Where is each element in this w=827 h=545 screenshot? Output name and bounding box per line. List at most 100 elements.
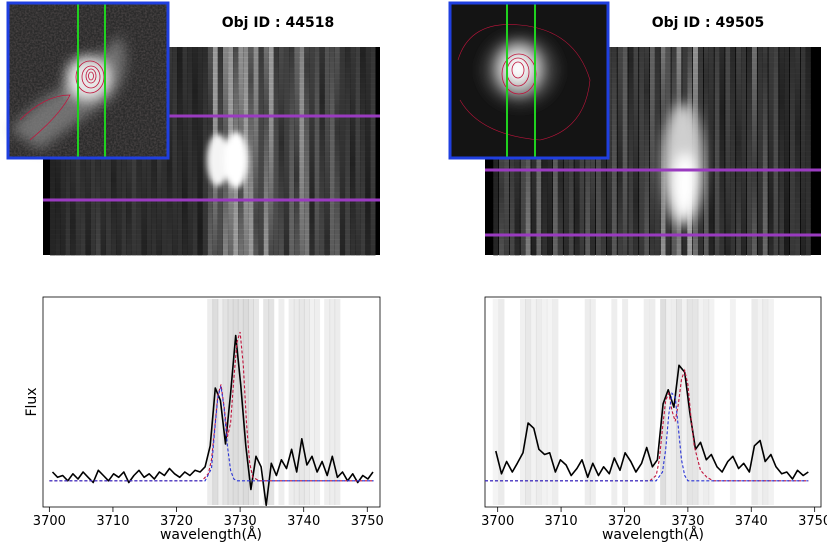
sky-pixel (649, 213, 655, 220)
sky-pixel (187, 187, 193, 194)
sky-pixel (773, 119, 779, 126)
sky-pixel (294, 93, 300, 100)
sky-pixel (628, 99, 634, 105)
sky-pixel (238, 67, 244, 74)
sky-pixel (319, 135, 325, 142)
sky-pixel (585, 249, 591, 256)
sky-pixel (192, 99, 198, 105)
sky-pixel (617, 135, 623, 142)
sky-pixel (639, 239, 645, 246)
sky-pixel (547, 192, 553, 199)
sky-pixel (258, 239, 264, 246)
sky-pixel (284, 67, 290, 74)
sky-pixel (329, 52, 335, 58)
sky-pixel (800, 67, 806, 74)
sky-pixel (289, 151, 295, 157)
sky-pixel (197, 99, 203, 105)
sky-pixel (719, 177, 725, 183)
sky-pixel (309, 239, 315, 246)
sky-pixel (504, 239, 510, 246)
sky-pixel (725, 52, 731, 58)
sky-pixel (654, 83, 660, 90)
sky-pixel (131, 244, 137, 251)
sky-pixel (525, 213, 531, 220)
sky-pixel (789, 187, 795, 194)
sky-pixel (730, 218, 736, 225)
sky-pixel (273, 203, 279, 209)
sky-pixel (202, 151, 208, 157)
sky-pixel (334, 187, 340, 194)
sky-pixel (151, 208, 157, 214)
sky-pixel (644, 249, 650, 256)
sky-pixel (345, 135, 351, 142)
sky-pixel (161, 161, 167, 168)
sky-pixel (595, 249, 601, 256)
sky-pixel (309, 249, 315, 256)
posterior-draw-band (329, 299, 336, 505)
sky-pixel (177, 135, 183, 142)
sky-pixel (350, 244, 356, 251)
sky-pixel (703, 52, 709, 58)
sky-pixel (703, 78, 709, 84)
sky-pixel (80, 223, 86, 230)
sky-pixel (547, 171, 553, 178)
sky-pixel (628, 229, 634, 235)
sky-pixel (172, 234, 178, 240)
sky-pixel (355, 52, 361, 58)
sky-pixel (177, 182, 183, 188)
sky-pixel (294, 135, 300, 142)
sky-pixel (644, 93, 650, 100)
sky-pixel (339, 171, 345, 178)
sky-pixel (202, 177, 208, 183)
sky-pixel (779, 239, 785, 246)
sky-pixel (628, 140, 634, 147)
sky-pixel (345, 125, 351, 131)
sky-pixel (182, 88, 188, 95)
sky-pixel (222, 99, 228, 105)
sky-pixel (136, 208, 142, 214)
sky-pixel (304, 99, 310, 105)
sky-pixel (741, 57, 747, 64)
sky-pixel (773, 177, 779, 183)
sky-pixel (187, 249, 193, 256)
sky-pixel (345, 171, 351, 178)
sky-pixel (172, 73, 178, 79)
sky-pixel (299, 88, 305, 95)
sky-pixel (622, 99, 628, 105)
sky-pixel (708, 234, 714, 240)
sky-pixel (212, 249, 218, 256)
sky-pixel (268, 47, 274, 53)
sky-pixel (531, 187, 537, 194)
sky-pixel (665, 249, 671, 256)
sky-pixel (345, 93, 351, 100)
sky-pixel (314, 119, 320, 126)
sky-pixel (70, 182, 76, 188)
sky-pixel (314, 239, 320, 246)
sky-pixel (355, 47, 361, 53)
sky-pixel (202, 171, 208, 178)
sky-pixel (784, 109, 790, 116)
sky-pixel (177, 125, 183, 131)
sky-pixel (222, 109, 228, 116)
sky-pixel (197, 125, 203, 131)
sky-pixel (730, 249, 736, 256)
sky-pixel (334, 99, 340, 105)
sky-pixel (304, 244, 310, 251)
sky-pixel (217, 83, 223, 90)
sky-pixel (531, 203, 537, 209)
sky-pixel (156, 223, 162, 230)
sky-pixel (708, 119, 714, 126)
sky-pixel (111, 239, 117, 246)
sky-pixel (585, 244, 591, 251)
sky-pixel (773, 145, 779, 152)
sky-pixel (319, 223, 325, 230)
sky-pixel (182, 52, 188, 58)
sky-pixel (773, 140, 779, 147)
sky-pixel (708, 229, 714, 235)
sky-pixel (795, 208, 801, 214)
sky-pixel (284, 244, 290, 251)
sky-pixel (202, 140, 208, 147)
sky-pixel (639, 62, 645, 69)
sky-pixel (800, 99, 806, 105)
sky-pixel (319, 218, 325, 225)
